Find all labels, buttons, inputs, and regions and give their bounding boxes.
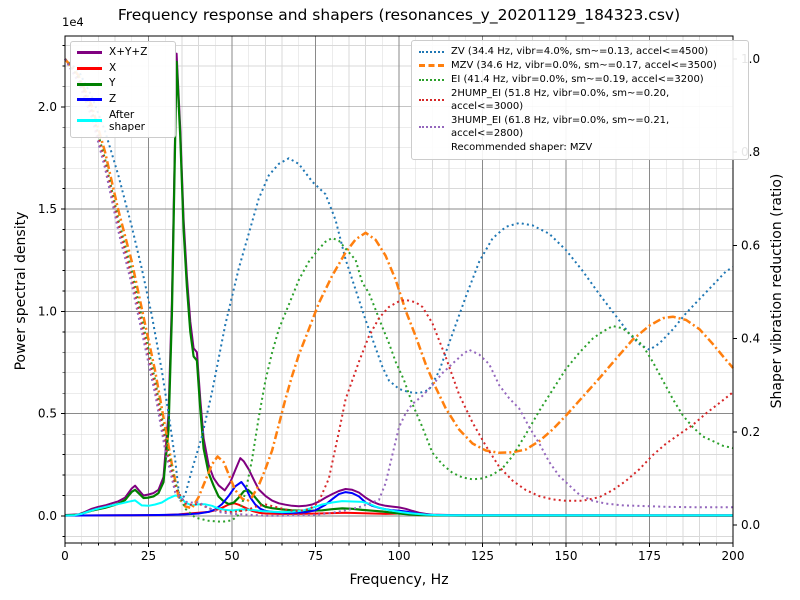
y-left-offset-text: 1e4 xyxy=(62,15,84,29)
legend-item-mzv-34-6-hz-vibr-0-0-sm-0-17-a: MZV (34.6 Hz, vibr=0.0%, sm~=0.17, accel… xyxy=(419,59,741,72)
series-y xyxy=(64,60,733,517)
legend-item-label: After shaper xyxy=(109,108,146,133)
legend-item-2hump-ei-51-8-hz-vibr-0-0-sm-0: 2HUMP_EI (51.8 Hz, vibr=0.0%, sm~=0.20, … xyxy=(419,87,741,113)
y-left-tick-label: 0.5 xyxy=(38,407,57,421)
legend-item-label: ZV (34.4 Hz, vibr=4.0%, sm~=0.13, accel<… xyxy=(451,46,709,57)
legend-line-sample-icon xyxy=(419,99,444,101)
chart-title: Frequency response and shapers (resonanc… xyxy=(117,6,681,24)
legend-item-x-y-z: X+Y+Z xyxy=(77,46,169,60)
legend-item-y: Y xyxy=(77,77,169,91)
x-tick-label: 150 xyxy=(555,549,578,563)
legend-line-sample-icon xyxy=(77,98,102,102)
legend-item-zv-34-4-hz-vibr-4-0-sm-0-13-ac: ZV (34.4 Hz, vibr=4.0%, sm~=0.13, accel<… xyxy=(419,45,741,58)
x-tick-label: 0 xyxy=(61,549,69,563)
legend-item-z: Z xyxy=(77,93,169,107)
x-tick-label: 100 xyxy=(388,549,411,563)
legend-item-label: Z xyxy=(109,92,117,105)
x-tick-label: 50 xyxy=(224,549,239,563)
x-tick-label: 200 xyxy=(722,549,745,563)
legend-item-after-shaper: After shaper xyxy=(77,109,169,133)
legend-item-label: 3HUMP_EI (61.8 Hz, vibr=0.0%, sm~=0.21, … xyxy=(451,115,670,139)
x-tick-label: 125 xyxy=(471,549,494,563)
legend-line-sample-icon xyxy=(419,64,444,67)
series-mzv xyxy=(64,58,734,510)
y-left-tick-label: 0.0 xyxy=(38,509,57,523)
y-left-tick-label: 2.0 xyxy=(38,100,57,114)
legend-line-sample-icon xyxy=(77,82,102,86)
legend-psd: X+Y+Z X Y Z After shaper xyxy=(70,41,176,138)
legend-line-sample-icon xyxy=(77,66,102,70)
x-tick-label: 25 xyxy=(141,549,156,563)
series-zv xyxy=(64,58,734,503)
recommended-shaper-note: Recommended shaper: MZV xyxy=(451,142,593,153)
legend-line-sample-icon xyxy=(77,119,102,123)
x-tick-label: 175 xyxy=(638,549,661,563)
legend-item-label: EI (41.4 Hz, vibr=0.0%, sm~=0.19, accel<… xyxy=(451,74,704,85)
y-left-tick-label: 1.5 xyxy=(38,202,57,216)
legend-item-x: X xyxy=(77,62,169,76)
y-left-axis-label: Power spectral density xyxy=(13,211,29,371)
series-after-shaper xyxy=(64,494,733,517)
legend-line-sample-icon xyxy=(77,51,102,55)
y-right-tick-label: 0.0 xyxy=(741,518,760,532)
legend-item-ei-41-4-hz-vibr-0-0-sm-0-19-ac: EI (41.4 Hz, vibr=0.0%, sm~=0.19, accel<… xyxy=(419,73,741,86)
legend-line-sample-icon xyxy=(419,78,444,81)
series-z xyxy=(64,481,734,517)
legend-item-label: X xyxy=(109,61,117,74)
legend-line-sample-icon xyxy=(419,50,444,53)
legend-line-sample-icon xyxy=(419,126,444,128)
series-x-y-z xyxy=(64,52,733,517)
x-axis-label: Frequency, Hz xyxy=(349,572,449,588)
legend-item-label: 2HUMP_EI (51.8 Hz, vibr=0.0%, sm~=0.20, … xyxy=(451,88,670,112)
legend-item-3hump-ei-61-8-hz-vibr-0-0-sm-0: 3HUMP_EI (61.8 Hz, vibr=0.0%, sm~=0.21, … xyxy=(419,114,741,140)
y-right-tick-label: 0.6 xyxy=(741,238,760,252)
y-right-tick-label: 0.2 xyxy=(741,425,760,439)
legend-shapers: ZV (34.4 Hz, vibr=4.0%, sm~=0.13, accel<… xyxy=(411,40,749,160)
y-left-tick-label: 1.0 xyxy=(38,304,57,318)
legend-item-label: Y xyxy=(109,77,116,90)
x-tick-label: 75 xyxy=(308,549,323,563)
y-right-tick-label: 0.4 xyxy=(741,332,760,346)
series-3hump-ei xyxy=(64,58,733,517)
legend-item-label: MZV (34.6 Hz, vibr=0.0%, sm~=0.17, accel… xyxy=(451,60,717,71)
y-right-axis-label: Shaper vibration reduction (ratio) xyxy=(769,173,785,409)
legend-item-label: X+Y+Z xyxy=(109,46,148,58)
